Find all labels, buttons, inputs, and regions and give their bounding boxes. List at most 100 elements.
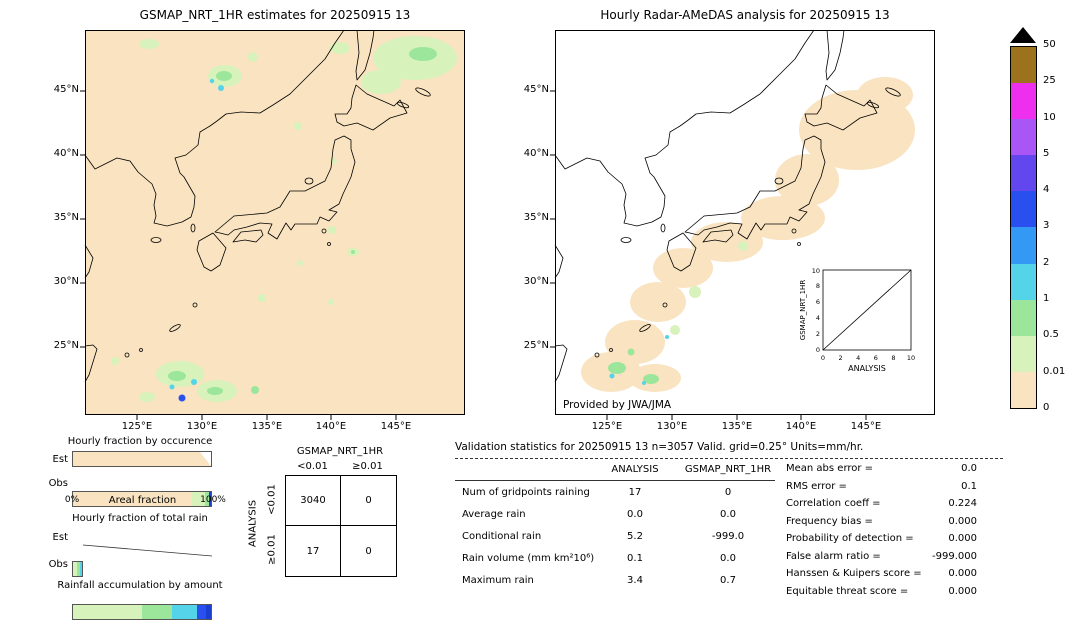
colorbar-segment — [1011, 299, 1036, 336]
lon-tick-label: 135°E — [721, 421, 753, 432]
colorbar-segment — [1011, 227, 1036, 264]
bar-segment — [171, 605, 198, 619]
contingency-col-label: ≥0.01 — [352, 461, 383, 472]
x-max-label: 100% — [200, 495, 226, 505]
lon-tick-label: 125°E — [121, 421, 153, 432]
colorbar-segment — [1011, 263, 1036, 300]
contingency-table: 3040 0 17 0 — [285, 475, 397, 577]
lon-tick-label: 130°E — [656, 421, 688, 432]
precip-blobs — [111, 36, 457, 402]
contingency-cell: 0 — [341, 476, 396, 526]
lat-tick-label: 45°N — [53, 84, 79, 95]
colorbar-tick-label: 10 — [1043, 112, 1056, 123]
contingency-row-label: <0.01 — [266, 484, 278, 515]
occurrence-chart-title: Hourly fraction by occurence — [67, 436, 213, 447]
metric-value: 0.000 — [948, 516, 977, 527]
bar-segment — [209, 492, 211, 506]
stats-value: 0.7 — [720, 575, 736, 586]
colorbar-segment — [1011, 83, 1036, 120]
stats-value: 5.2 — [627, 531, 643, 542]
map-background — [85, 30, 465, 415]
stats-row-label: Maximum rain — [462, 575, 534, 586]
coastline — [84, 29, 431, 383]
accumulation-label: Rainfall accumulation by amount — [57, 580, 223, 591]
lat-tick-label: 30°N — [523, 276, 549, 287]
occurrence-obs-bar — [72, 491, 212, 507]
bar-notch — [200, 452, 211, 466]
total-rain-obs-bar — [72, 604, 212, 620]
occurrence-est-label: Est — [52, 454, 68, 465]
map-frame — [555, 30, 935, 415]
total-rain-obs-label: Obs — [48, 559, 68, 570]
stats-col-analysis: ANALYSIS — [611, 464, 659, 475]
radar-map: 0 2 4 6 8 10 0 2 4 6 8 10 ANALYSIS GSMAP… — [550, 29, 935, 420]
colorbar-tick-label: 5 — [1043, 148, 1050, 159]
metric-value: 0.1 — [961, 481, 977, 492]
colorbar-segment — [1011, 119, 1036, 156]
stats-value: 0 — [724, 487, 732, 498]
contingency-cell: 0 — [365, 545, 372, 557]
lat-tick-label: 40°N — [523, 148, 549, 159]
radar-map-svg: 0 2 4 6 8 10 0 2 4 6 8 10 ANALYSIS GSMAP… — [550, 29, 935, 420]
gsmap-map-svg — [80, 29, 465, 420]
stats-header-underline — [455, 480, 775, 481]
colorbar-tick-label: 25 — [1043, 75, 1056, 86]
coastline — [554, 29, 901, 383]
lon-tick-label: 130°E — [186, 421, 218, 432]
inset-x-label: ANALYSIS — [848, 364, 886, 373]
colorbar-tick-label: 0 — [1043, 402, 1050, 413]
bar-segment — [80, 562, 82, 576]
lon-tick-label: 145°E — [380, 421, 412, 432]
lat-tick-label: 30°N — [53, 276, 79, 287]
metric-value: 0.000 — [948, 533, 977, 544]
bar-segment — [205, 492, 210, 506]
lat-tick-label: 40°N — [53, 148, 79, 159]
metric-label: Correlation coeff = — [786, 498, 881, 509]
svg-text:6: 6 — [874, 354, 878, 362]
contingency-row-header: ANALYSIS — [247, 499, 259, 548]
contingency-col-header: GSMAP_NRT_1HR — [296, 446, 384, 457]
right-map-title: Hourly Radar-AMeDAS analysis for 2025091… — [600, 8, 890, 22]
axis-ticks — [80, 90, 397, 420]
scatter-inset: 0 2 4 6 8 10 0 2 4 6 8 10 ANALYSIS GSMAP… — [799, 267, 915, 373]
metric-label: RMS error = — [786, 481, 847, 492]
metric-label: Hanssen & Kuipers score = — [786, 568, 922, 579]
metric-label: Mean abs error = — [786, 463, 874, 474]
svg-text:8: 8 — [891, 354, 895, 362]
stats-value: 0.0 — [720, 553, 736, 564]
stats-divider — [455, 458, 1003, 459]
contingency-cell: 17 — [286, 526, 341, 576]
left-map-title: GSMAP_NRT_1HR estimates for 20250915 13 — [139, 8, 411, 22]
map-frame — [85, 30, 465, 415]
precip-blobs — [581, 77, 915, 392]
svg-text:4: 4 — [816, 314, 820, 322]
metric-value: 0.224 — [948, 498, 977, 509]
bar-segment — [73, 562, 77, 576]
total-rain-est-label: Est — [52, 532, 68, 543]
colorbar-tick-label: 2 — [1043, 257, 1050, 268]
lon-tick-label: 125°E — [591, 421, 623, 432]
axis-ticks — [550, 90, 867, 420]
colorbar-segment — [1011, 335, 1036, 372]
lat-tick-label: 25°N — [523, 340, 549, 351]
total-rain-est-bar — [72, 561, 83, 577]
bar-segment — [142, 605, 172, 619]
inset-diagonal — [822, 269, 912, 351]
colorbar-overflow-triangle — [1010, 27, 1036, 43]
lon-tick-label: 145°E — [850, 421, 882, 432]
colorbar-tick-label: 50 — [1043, 39, 1056, 50]
stats-value: -999.0 — [711, 531, 745, 542]
funnel-connector — [82, 544, 213, 557]
colorbar-tick-label: 3 — [1043, 220, 1050, 231]
stats-value: 0.0 — [627, 509, 643, 520]
svg-text:6: 6 — [816, 298, 820, 306]
stats-value: 0.0 — [720, 509, 736, 520]
stats-title: Validation statistics for 20250915 13 n=… — [455, 441, 864, 453]
total-rain-chart-title: Hourly fraction of total rain — [72, 513, 208, 524]
bar-segment — [73, 492, 193, 506]
metric-label: Frequency bias = — [786, 516, 873, 527]
colorbar-tick-label: 0.5 — [1043, 329, 1059, 340]
colorbar-segment — [1011, 371, 1036, 408]
bar-segment — [206, 605, 211, 619]
svg-text:4: 4 — [856, 354, 860, 362]
